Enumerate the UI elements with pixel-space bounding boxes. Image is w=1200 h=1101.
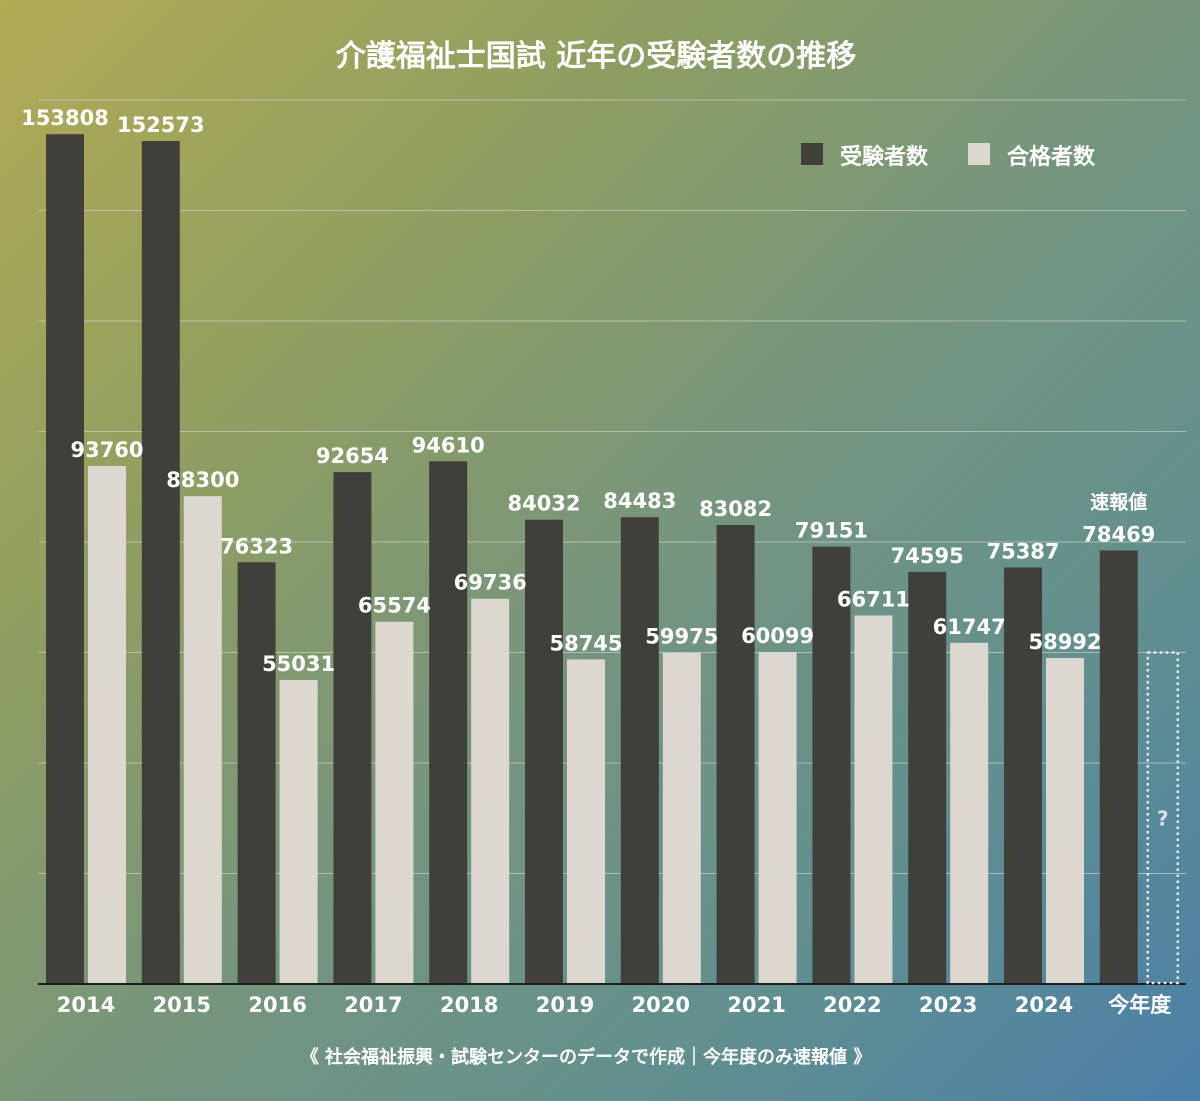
bar-passers [279, 679, 318, 984]
bar-examinees [1004, 567, 1042, 984]
chart-title: 介護福祉士国試 近年の受験者数の推移 [335, 39, 856, 74]
data-label-passers: 69736 [454, 571, 527, 595]
bar-examinees [333, 472, 372, 984]
bar-examinees [716, 524, 755, 984]
legend-label-examinees: 受験者数 [840, 144, 929, 170]
preliminary-annotation: 速報値 [1090, 490, 1147, 513]
legend-label-passers: 合格者数 [1007, 144, 1096, 170]
x-tick-label: 2022 [823, 993, 881, 1017]
data-label-passers: 88300 [166, 468, 239, 492]
legend-swatch-passers [968, 143, 990, 165]
bar-examinees [812, 546, 851, 984]
data-labels: 153808 93760 152573 88300 76323 55031 92654 655… [21, 106, 1155, 676]
data-label-examinees: 79151 [795, 519, 868, 543]
bar-examinees [141, 141, 180, 984]
x-tick-label: 2016 [248, 993, 306, 1017]
data-label-examinees: 153808 [21, 106, 109, 130]
bar-examinees [525, 519, 563, 984]
bar-passers [183, 496, 222, 984]
data-label-passers: 65574 [358, 594, 431, 618]
bar-passers [375, 621, 414, 984]
data-label-examinees: 78469 [1082, 522, 1155, 546]
data-label-examinees: 152573 [117, 113, 205, 137]
data-label-examinees: 74595 [891, 544, 964, 568]
bar-passers [950, 642, 989, 984]
bar-passers [758, 651, 797, 984]
x-tick-label: 2021 [727, 993, 785, 1017]
bar-passers [567, 659, 605, 984]
data-label-examinees: 83082 [699, 497, 772, 521]
bar-examinees [908, 571, 947, 984]
data-label-passers: 61747 [933, 615, 1006, 639]
legend-swatch-examinees [801, 143, 823, 165]
x-tick-label: 2017 [344, 993, 402, 1017]
bar-passers [662, 652, 701, 984]
data-label-examinees: 84032 [507, 492, 580, 516]
bar-examinees [1099, 550, 1138, 984]
x-axis-ticks: 2014 2015 2016 2017 2018 2019 2020 2021 2022 2023… [57, 993, 1172, 1017]
unknown-marker: ? [1157, 806, 1169, 830]
bar-examinees [429, 461, 468, 984]
data-label-passers: 93760 [70, 438, 143, 462]
x-tick-label: 2018 [440, 993, 498, 1017]
x-tick-label: 2014 [57, 993, 115, 1017]
source-footnote: 《 社会福祉振興・試験センターのデータで作成｜今年度のみ速報値 》 [301, 1046, 872, 1068]
legend: 受験者数 合格者数 [801, 143, 1096, 170]
bar-examinees [237, 562, 276, 984]
x-tick-label: 2020 [632, 993, 690, 1017]
data-label-passers: 66711 [837, 587, 910, 611]
bar-examinees [46, 134, 84, 984]
bars [46, 134, 1138, 984]
x-tick-label: 2019 [536, 993, 594, 1017]
data-label-passers: 60099 [741, 624, 814, 648]
x-tick-label: 2023 [919, 993, 977, 1017]
x-tick-label: 2024 [1015, 993, 1073, 1017]
bar-passers [854, 615, 893, 984]
data-label-examinees: 84483 [603, 489, 676, 513]
x-tick-label: 今年度 [1108, 993, 1171, 1017]
data-label-passers: 55031 [262, 652, 335, 676]
bar-passers [471, 598, 510, 984]
data-label-examinees: 76323 [220, 534, 293, 558]
data-label-examinees: 75387 [986, 539, 1059, 563]
data-label-examinees: 92654 [316, 444, 389, 468]
data-label-passers: 59975 [645, 625, 718, 649]
bar-passers [88, 465, 126, 984]
data-label-passers: 58992 [1028, 630, 1101, 654]
x-tick-label: 2015 [153, 993, 211, 1017]
data-label-passers: 58745 [549, 631, 622, 655]
bar-passers [1046, 658, 1084, 984]
data-label-examinees: 94610 [412, 433, 485, 457]
gridlines [38, 99, 1186, 874]
bar-examinees [620, 517, 659, 984]
